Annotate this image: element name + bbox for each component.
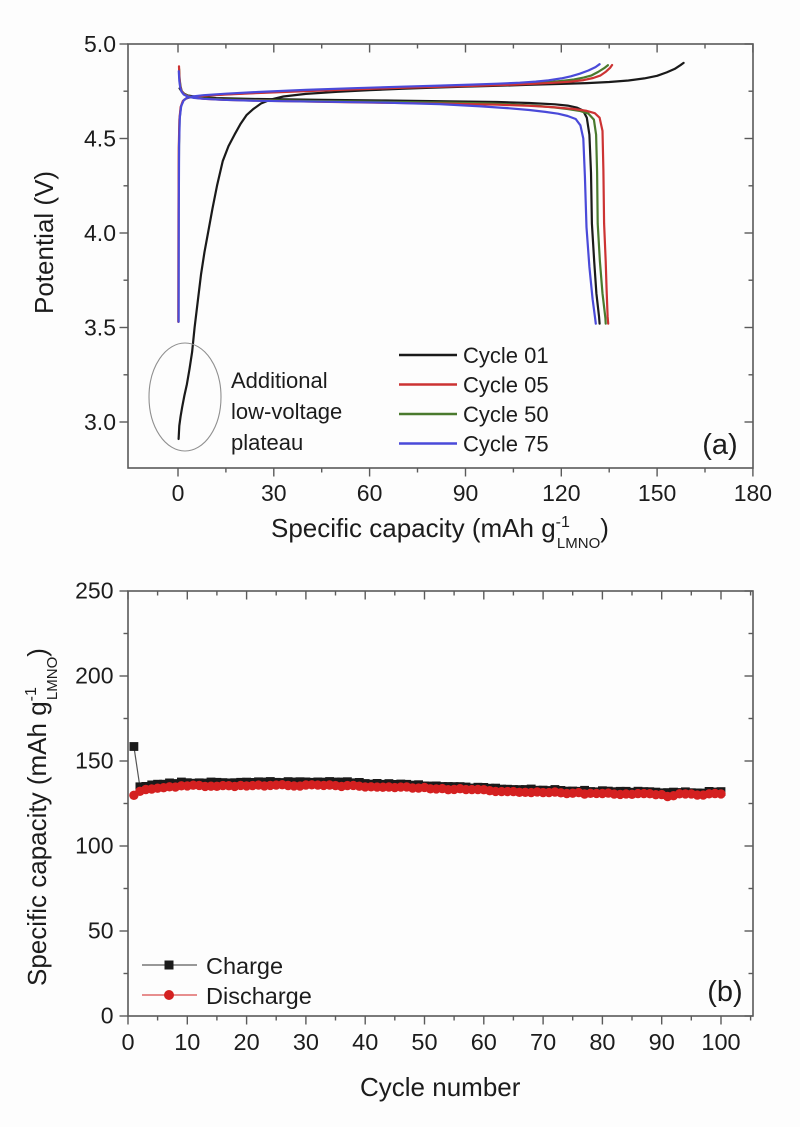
svg-text:Potential (V): Potential (V) — [29, 171, 59, 314]
svg-text:50: 50 — [411, 1029, 437, 1055]
svg-text:0: 0 — [172, 480, 185, 506]
svg-text:250: 250 — [75, 578, 113, 604]
svg-text:150: 150 — [75, 748, 113, 774]
svg-text:100: 100 — [75, 833, 113, 859]
svg-text:Cycle 01: Cycle 01 — [463, 343, 549, 368]
svg-text:10: 10 — [174, 1029, 200, 1055]
svg-text:180: 180 — [734, 480, 772, 506]
svg-text:3.0: 3.0 — [84, 409, 116, 435]
svg-text:4.5: 4.5 — [84, 126, 116, 152]
svg-text:Cycle number: Cycle number — [360, 1072, 521, 1102]
svg-text:70: 70 — [530, 1029, 556, 1055]
svg-text:Cycle 05: Cycle 05 — [463, 373, 549, 398]
svg-text:150: 150 — [638, 480, 676, 506]
svg-text:Discharge: Discharge — [206, 983, 312, 1009]
svg-text:0: 0 — [121, 1029, 134, 1055]
svg-text:30: 30 — [293, 1029, 319, 1055]
svg-text:60: 60 — [357, 480, 383, 506]
svg-text:90: 90 — [453, 480, 479, 506]
svg-text:80: 80 — [589, 1029, 615, 1055]
svg-text:50: 50 — [88, 918, 114, 944]
svg-text:plateau: plateau — [231, 430, 303, 455]
svg-text:120: 120 — [542, 480, 580, 506]
svg-text:200: 200 — [75, 663, 113, 689]
svg-text:100: 100 — [701, 1029, 740, 1055]
svg-text:Cycle 75: Cycle 75 — [463, 432, 549, 457]
svg-text:3.5: 3.5 — [84, 315, 116, 341]
svg-text:Charge: Charge — [206, 953, 283, 979]
svg-text:30: 30 — [261, 480, 287, 506]
svg-text:(a): (a) — [702, 429, 737, 461]
svg-text:20: 20 — [234, 1029, 260, 1055]
svg-text:60: 60 — [471, 1029, 497, 1055]
svg-text:Cycle 50: Cycle 50 — [463, 402, 549, 427]
svg-text:(b): (b) — [707, 976, 742, 1008]
svg-text:low-voltage: low-voltage — [231, 399, 342, 424]
svg-text:5.0: 5.0 — [84, 31, 116, 57]
svg-text:0: 0 — [101, 1003, 114, 1029]
svg-text:40: 40 — [352, 1029, 378, 1055]
svg-text:Additional: Additional — [231, 368, 328, 393]
svg-text:4.0: 4.0 — [84, 220, 116, 246]
svg-text:90: 90 — [649, 1029, 675, 1055]
